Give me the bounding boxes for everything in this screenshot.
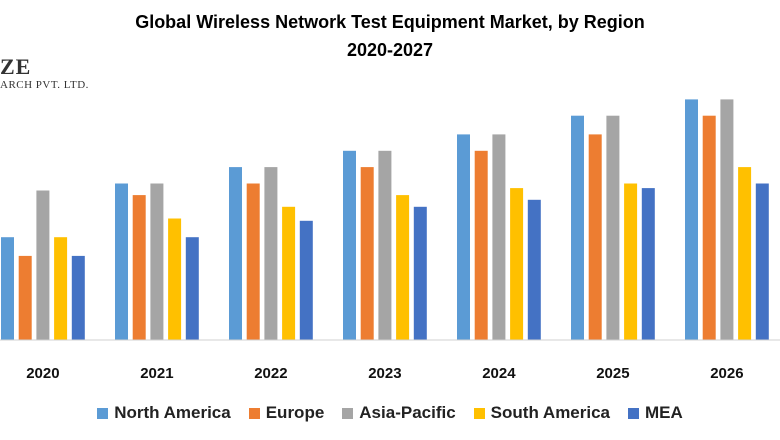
legend-item-asia-pacific: Asia-Pacific <box>342 403 456 423</box>
chart-title-text: Global Wireless Network Test Equipment M… <box>135 12 645 32</box>
legend-swatch-mea <box>628 407 640 419</box>
legend-swatch-north-america <box>97 407 109 419</box>
bar-mea-2025 <box>641 188 655 340</box>
x-tick-labels: 2020 2021 2022 2023 2024 2025 2026 <box>26 365 743 382</box>
bar-north-america-2023 <box>343 150 356 340</box>
bar-mea-2023 <box>413 206 427 340</box>
bar-europe-2026 <box>702 115 716 340</box>
bar-asia-pacific-2026 <box>720 99 734 341</box>
bar-europe-2020 <box>18 255 32 340</box>
x-tick-label-2022: 2022 <box>254 365 287 382</box>
bar-mea-2024 <box>527 199 541 340</box>
bar-south-america-2023 <box>396 195 410 340</box>
legend-label-mea: MEA <box>645 403 683 422</box>
bar-asia-pacific-2022 <box>264 167 278 340</box>
bar-north-america-2020 <box>1 237 14 340</box>
company-logo: ZE ARCH PVT. LTD. <box>0 56 89 92</box>
logo-line-1: ZE <box>0 54 32 79</box>
bar-north-america-2024 <box>457 134 470 340</box>
bar-south-america-2021 <box>168 218 182 340</box>
bar-europe-2022 <box>246 183 260 340</box>
legend-item-north-america: North America <box>97 403 231 423</box>
bar-south-america-2025 <box>624 183 638 340</box>
bar-mea-2026 <box>755 183 769 340</box>
legend-item-mea: MEA <box>628 403 683 423</box>
x-tick-label-2023: 2023 <box>368 365 401 382</box>
legend-swatch-asia-pacific <box>342 407 354 419</box>
bar-north-america-2026 <box>685 99 698 341</box>
chart-legend: North America Europe Asia-Pacific South Ame… <box>0 403 780 423</box>
bar-europe-2024 <box>474 150 488 340</box>
bar-europe-2023 <box>360 167 374 340</box>
chart-subtitle: 2020-2027 <box>346 40 434 60</box>
bar-asia-pacific-2024 <box>492 134 506 340</box>
legend-label-south-america: South America <box>490 403 611 422</box>
bar-asia-pacific-2023 <box>378 150 392 340</box>
bar-south-america-2020 <box>54 237 68 340</box>
bar-mea-2021 <box>185 237 199 340</box>
legend-label-europe: Europe <box>265 403 325 422</box>
bars-group <box>1 99 769 341</box>
bar-north-america-2022 <box>229 167 242 340</box>
x-tick-label-2024: 2024 <box>482 365 516 382</box>
bar-europe-2025 <box>588 134 602 340</box>
logo-line-2: ARCH PVT. LTD. <box>0 79 89 91</box>
chart-title: Global Wireless Network Test Equipment M… <box>0 8 780 64</box>
bar-asia-pacific-2021 <box>150 183 164 340</box>
x-tick-label-2020: 2020 <box>26 365 59 382</box>
bar-asia-pacific-2020 <box>36 190 50 340</box>
bar-mea-2020 <box>71 255 85 340</box>
bar-north-america-2021 <box>115 183 128 340</box>
legend-label-asia-pacific: Asia-Pacific <box>359 403 456 422</box>
bar-asia-pacific-2025 <box>606 115 620 340</box>
legend-swatch-europe <box>248 407 260 419</box>
bar-south-america-2022 <box>282 206 296 340</box>
legend-label-north-america: North America <box>114 403 231 422</box>
legend-swatch-south-america <box>473 407 485 419</box>
bar-south-america-2026 <box>738 167 752 340</box>
legend-item-south-america: South America <box>473 403 611 423</box>
bar-europe-2021 <box>132 195 146 340</box>
bar-mea-2022 <box>299 220 313 340</box>
bar-south-america-2024 <box>510 188 524 340</box>
x-tick-label-2021: 2021 <box>140 365 173 382</box>
legend-item-europe: Europe <box>248 403 325 423</box>
bar-north-america-2025 <box>571 115 584 340</box>
x-tick-label-2025: 2025 <box>596 365 629 382</box>
x-tick-label-2026: 2026 <box>710 365 743 382</box>
